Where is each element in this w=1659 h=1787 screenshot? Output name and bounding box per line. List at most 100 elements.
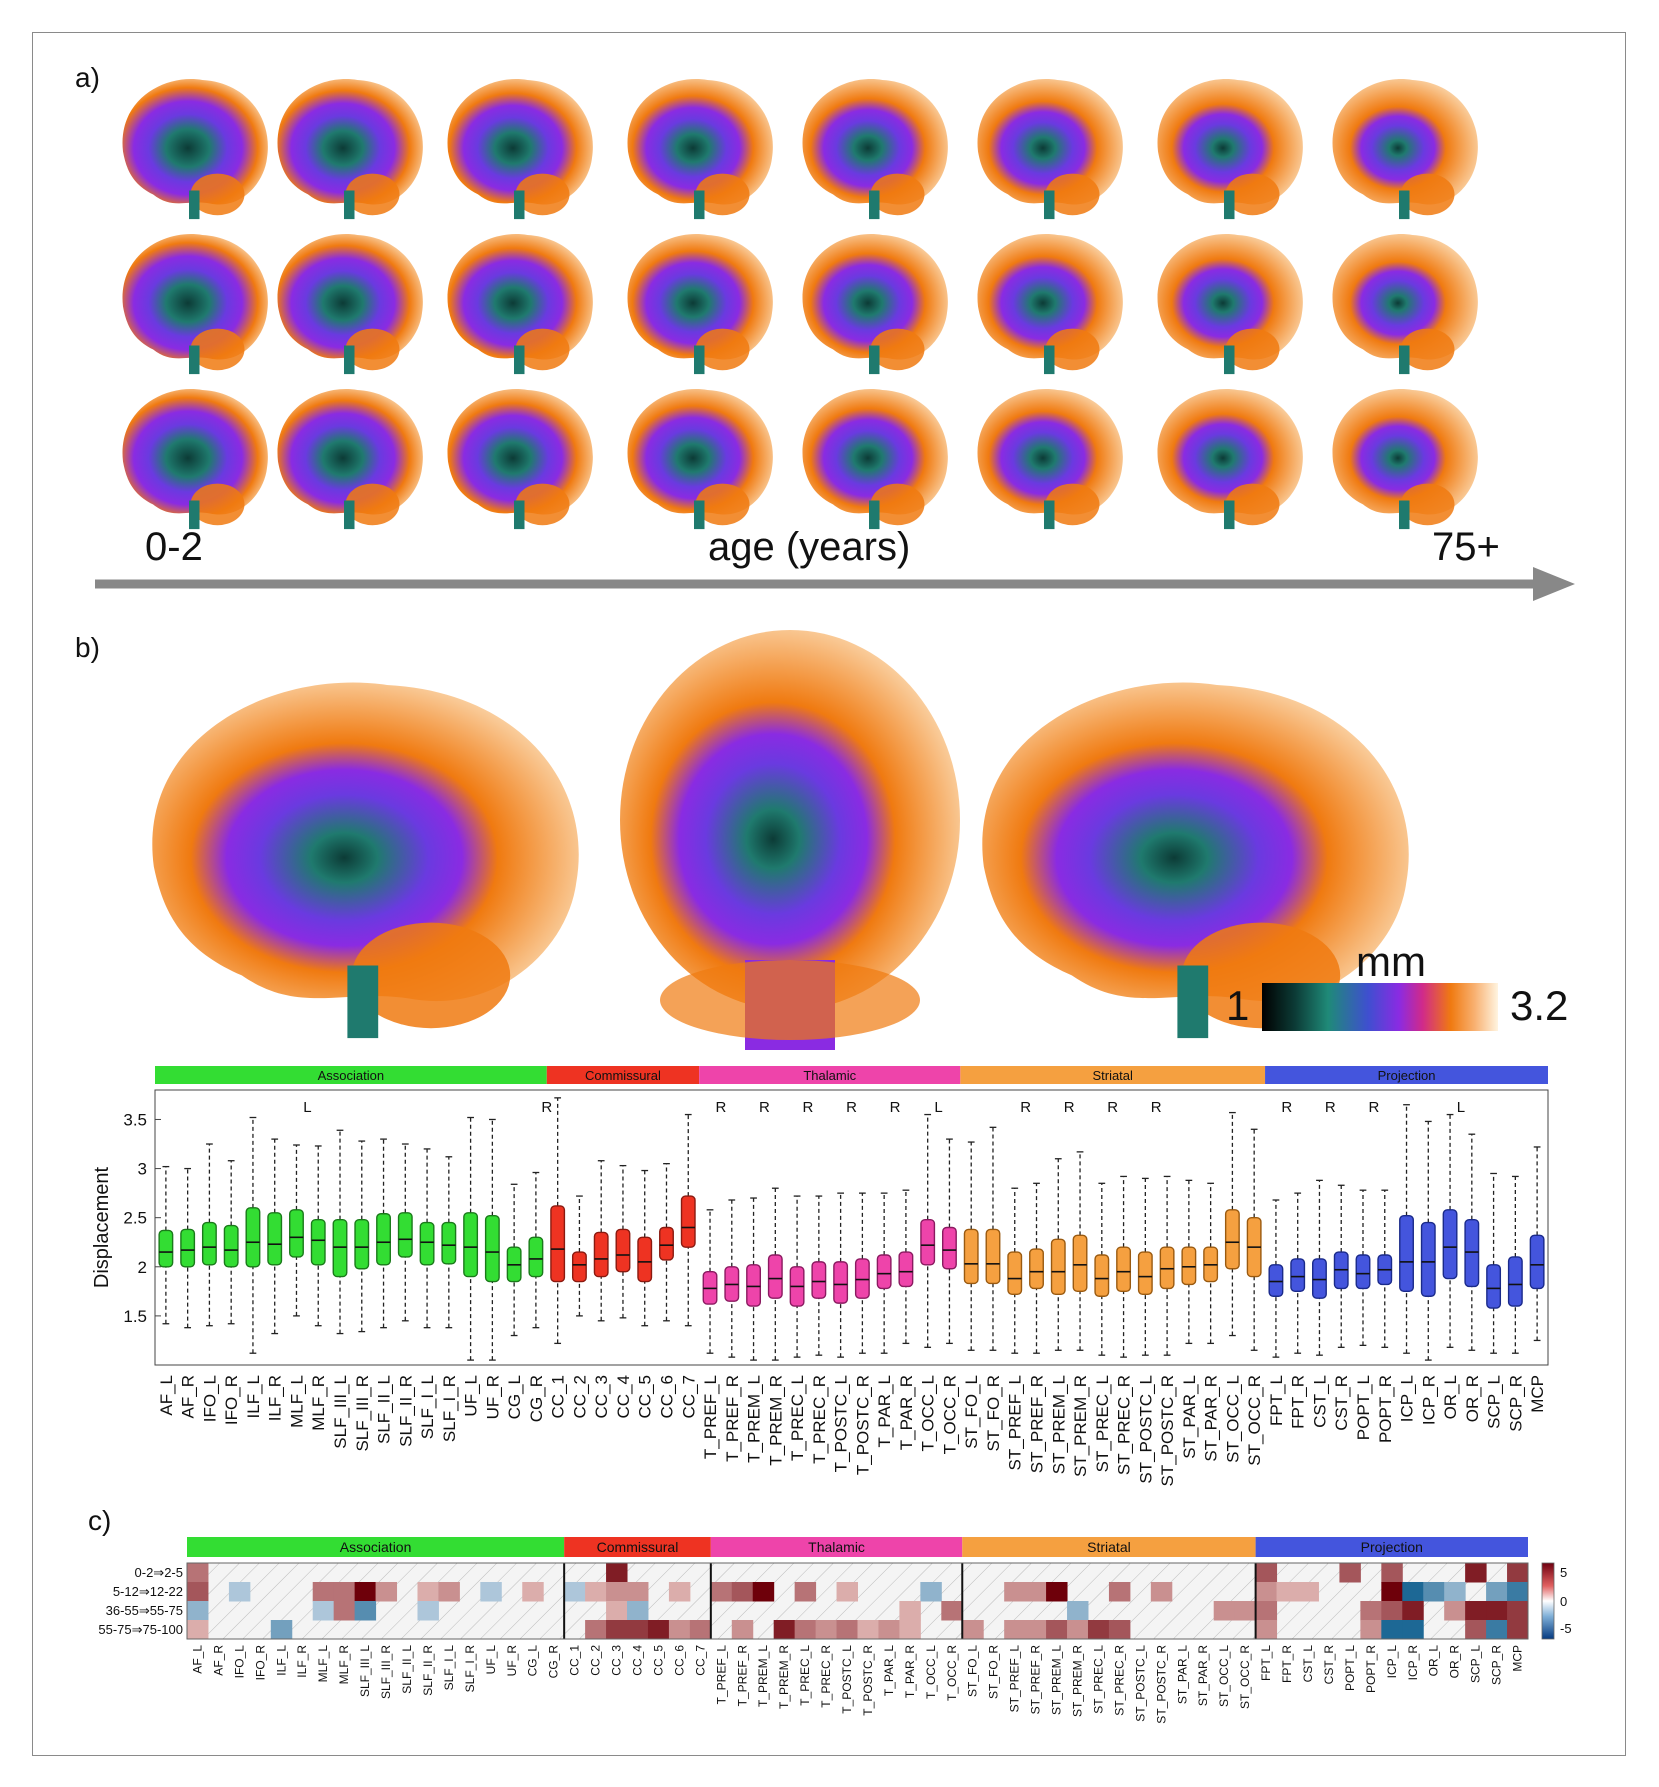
heatmap-cell — [627, 1601, 649, 1621]
y-tick-label: 2.5 — [123, 1209, 147, 1228]
heatmap-x-label: T_PAR_L — [882, 1645, 896, 1696]
heatmap-x-label: SLF_II_L — [400, 1645, 414, 1694]
age-axis-label: age (years) — [708, 525, 911, 569]
heatmap-x-label: CC_3 — [610, 1645, 624, 1676]
heatmap-cell — [1004, 1582, 1026, 1602]
box-MLF_L — [289, 1144, 304, 1317]
heatmap-x-label: T_PREM_R — [777, 1645, 791, 1709]
heatmap-cell — [606, 1601, 628, 1621]
box-ILF_R — [267, 1138, 283, 1335]
box-OR_L — [1442, 1113, 1458, 1348]
heatmap-x-label: SLF_I_R — [463, 1645, 477, 1693]
brain-left-view — [152, 682, 579, 1039]
x-tick-label: T_POSTC_R — [853, 1375, 872, 1475]
heatmap-colorbar — [1541, 1562, 1555, 1640]
box-CC_6 — [659, 1163, 674, 1322]
box-ST_POSTC_R — [1159, 1175, 1175, 1356]
x-tick-label: ICP_L — [1398, 1375, 1417, 1422]
heatmap-x-label: OR_L — [1427, 1645, 1441, 1677]
y-tick-label: 3.5 — [123, 1110, 147, 1129]
heatmap-colorbar-tick: 5 — [1560, 1565, 1567, 1580]
x-tick-label: CST_L — [1310, 1375, 1329, 1428]
y-tick-label: 1.5 — [123, 1307, 147, 1326]
heatmap-x-label: SLF_III_R — [379, 1645, 393, 1699]
x-tick-label: FPT_R — [1289, 1375, 1308, 1429]
x-tick-label: CC_5 — [636, 1375, 655, 1418]
heatmap-x-label: UF_R — [505, 1645, 519, 1677]
heatmap-cell — [878, 1620, 900, 1640]
heatmap-x-label: T_PAR_R — [903, 1645, 917, 1698]
heatmap-cell — [773, 1620, 796, 1640]
x-tick-label: ST_PREF_R — [1028, 1375, 1047, 1473]
box-POPT_R — [1377, 1189, 1393, 1348]
heatmap-colorbar-tick: -5 — [1560, 1621, 1572, 1636]
heatmap-cell — [710, 1582, 733, 1602]
box-SLF_II_R — [397, 1143, 413, 1322]
group-label-projection: Projection — [1378, 1068, 1436, 1083]
heatmap-x-label: SLF_I_L — [442, 1645, 456, 1691]
x-tick-label: T_PREM_R — [766, 1375, 785, 1466]
heatmap-x-label: ST_PREC_R — [1112, 1645, 1126, 1716]
x-tick-label: T_POSTC_L — [832, 1375, 851, 1472]
x-tick-label: T_PREC_L — [788, 1375, 807, 1461]
heatmap-cell — [668, 1620, 691, 1640]
heatmap-cell — [1360, 1601, 1382, 1621]
heatmap-cell — [1402, 1582, 1424, 1602]
heatmap-cell — [1150, 1582, 1173, 1602]
heatmap-cell — [585, 1582, 607, 1602]
box-CST_L — [1312, 1179, 1327, 1356]
x-tick-label: SCP_L — [1485, 1375, 1504, 1429]
heatmap-x-label: T_POSTC_R — [861, 1645, 875, 1716]
heatmap-cell — [1339, 1563, 1361, 1583]
annotation-CST_L: R — [1325, 1099, 1336, 1116]
hm-group-bar-projection — [1255, 1537, 1528, 1557]
heatmap-colorbar-tick: 0 — [1560, 1594, 1567, 1609]
heatmap-cell — [187, 1601, 209, 1621]
box-ST_PAR_R — [1203, 1182, 1219, 1345]
annotation-MLF_L: L — [303, 1099, 311, 1116]
heatmap-x-label: ST_PREM_R — [1071, 1645, 1085, 1717]
box-CC_4 — [615, 1164, 631, 1319]
heatmap-cell — [689, 1620, 712, 1640]
heatmap-cell — [438, 1582, 460, 1602]
heatmap-cell — [417, 1601, 439, 1621]
brain-age4-view0 — [802, 79, 948, 220]
heatmap-x-label: ST_FO_L — [966, 1645, 980, 1697]
x-tick-label: ST_FO_L — [962, 1375, 981, 1449]
x-tick-label: CC_1 — [549, 1375, 568, 1418]
heatmap-x-label: CC_7 — [693, 1645, 707, 1676]
box-UF_L — [463, 1116, 479, 1361]
heatmap-row-label: 36-55⇒55-75 — [106, 1603, 183, 1618]
heatmap-cell — [1423, 1582, 1445, 1602]
heatmap-cell — [187, 1563, 209, 1583]
x-tick-label: CC_7 — [679, 1375, 698, 1418]
heatmap-x-label: POPT_L — [1343, 1645, 1357, 1691]
heatmap-cell — [1381, 1582, 1403, 1602]
box-CC_2 — [571, 1195, 587, 1317]
x-tick-label: ST_FO_R — [984, 1375, 1003, 1452]
heatmap-cell — [836, 1582, 858, 1602]
brain-age6-view0 — [1157, 79, 1303, 220]
box-ST_FO_R — [985, 1126, 1001, 1351]
heatmap-cell — [1025, 1582, 1047, 1602]
brain-age6-view1 — [1157, 234, 1303, 375]
heatmap-cell — [585, 1620, 607, 1640]
brain-age2-view2 — [447, 389, 593, 530]
brain-age0-view1 — [122, 234, 268, 375]
x-tick-label: CC_6 — [657, 1375, 676, 1418]
x-tick-label: SLF_I_R — [440, 1375, 459, 1442]
box-ST_PREF_L — [1007, 1187, 1023, 1354]
x-tick-label: ST_PAR_R — [1202, 1375, 1221, 1462]
box-SLF_III_L — [332, 1129, 348, 1335]
brain-views-b — [152, 630, 1409, 1050]
heatmap-x-label: T_PREF_R — [735, 1645, 749, 1707]
heatmap-x-label: T_POSTC_L — [840, 1645, 854, 1714]
group-label-commissural: Commissural — [585, 1068, 661, 1083]
x-tick-label: POPT_L — [1354, 1375, 1373, 1440]
box-ST_OCC_R — [1246, 1128, 1262, 1351]
box-T_PAR_R — [898, 1189, 914, 1345]
box-T_PREF_R — [724, 1199, 740, 1358]
x-tick-label: CC_2 — [570, 1375, 589, 1418]
x-tick-label: ICP_R — [1419, 1375, 1438, 1425]
heatmap-x-label: SCP_L — [1469, 1645, 1483, 1683]
